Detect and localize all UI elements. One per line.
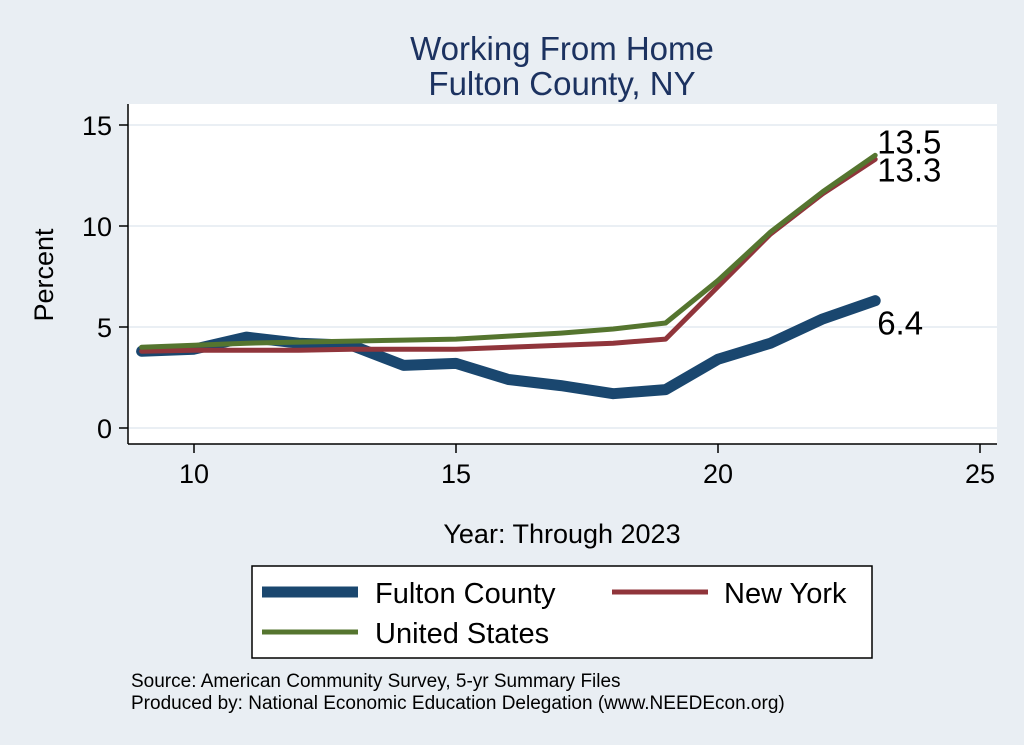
x-tick-label: 10	[179, 459, 209, 489]
legend-label-fulton-county: Fulton County	[375, 578, 556, 610]
legend-box	[251, 565, 873, 659]
plot-area	[128, 104, 997, 444]
end-label-new-york: 13.3	[877, 151, 941, 188]
x-axis-title: Year: Through 2023	[443, 519, 680, 549]
end-label-fulton-county: 6.4	[877, 305, 923, 342]
end-labels: 6.4 13.313.5	[877, 123, 941, 341]
legend-label-united-states: United States	[375, 618, 549, 650]
legend-label-new-york: New York	[724, 578, 847, 610]
y-tick-label: 15	[82, 111, 112, 141]
y-tick-label: 5	[97, 313, 112, 343]
x-tick-label: 25	[965, 459, 995, 489]
series-line-fulton-county	[136, 295, 881, 400]
axes	[127, 104, 997, 445]
legend: Fulton County New York United States	[251, 565, 873, 659]
tick-labels: 0 5 10 15 10 15 20 25	[82, 111, 995, 489]
data-series	[136, 152, 881, 400]
source-note: Source: American Community Survey, 5-yr …	[131, 671, 621, 692]
y-tick-label: 0	[97, 414, 112, 444]
y-tick-label: 10	[82, 212, 112, 242]
x-tick-label: 15	[441, 459, 471, 489]
y-axis-title: Percent	[29, 228, 59, 322]
x-tick-label: 20	[703, 459, 733, 489]
series-line-united-states	[139, 152, 878, 350]
chart-title: Working From Home	[410, 30, 714, 67]
end-label-united-states: 13.5	[877, 123, 941, 160]
chart-subtitle: Fulton County, NY	[428, 65, 695, 102]
produced-by-note: Produced by: National Economic Education…	[131, 693, 785, 714]
grid-lines	[128, 124, 997, 429]
